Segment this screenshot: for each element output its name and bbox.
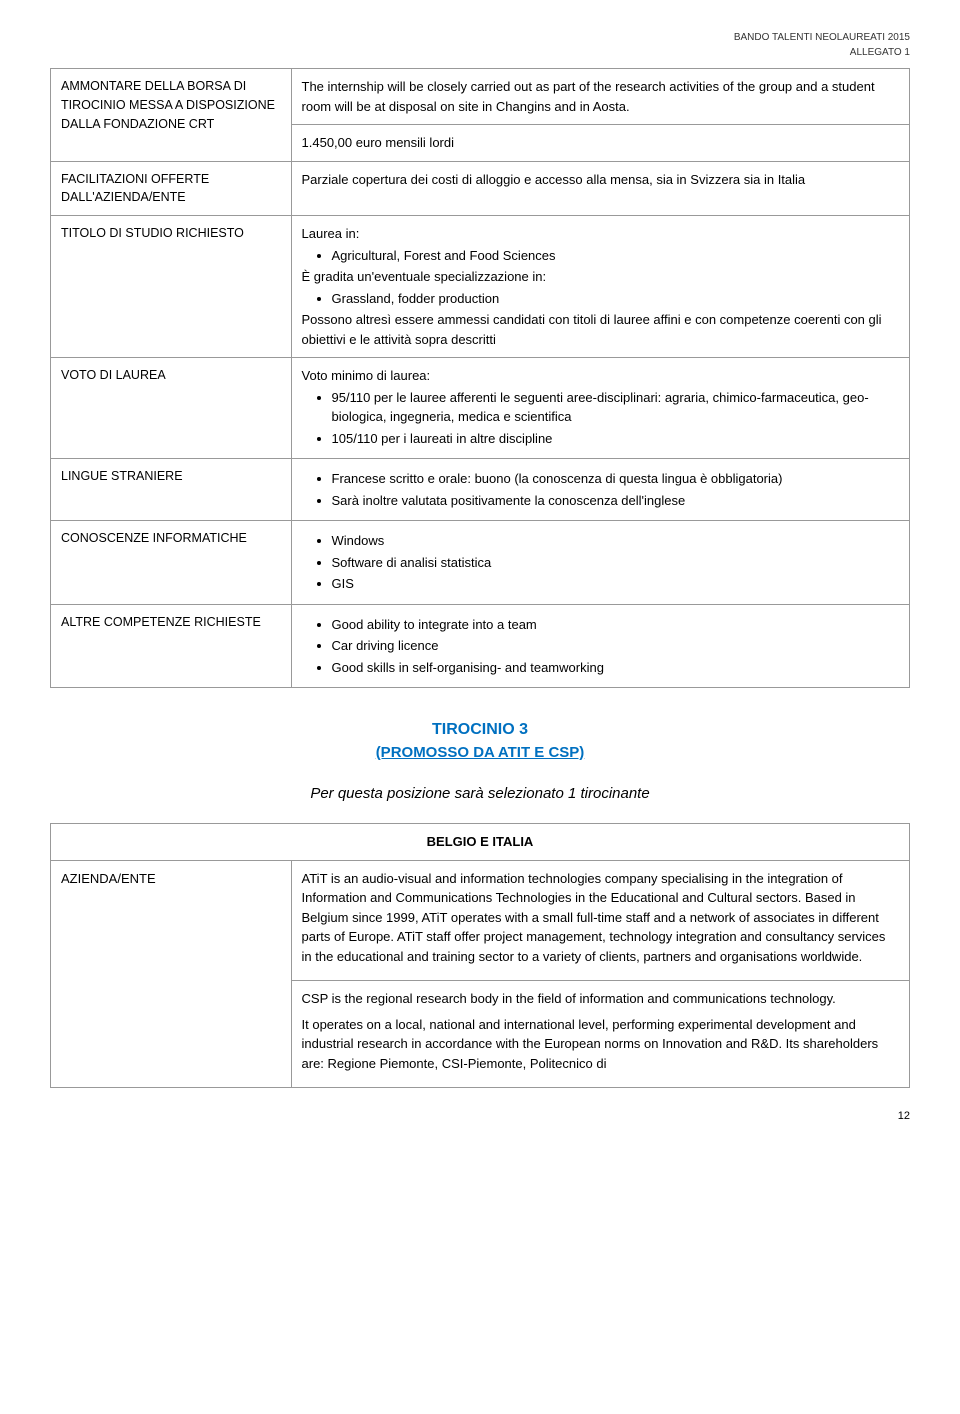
voto-item2: 105/110 per i laureati in altre discipli… — [332, 429, 899, 449]
voto-list: 95/110 per le lauree afferenti le seguen… — [302, 388, 899, 449]
tirocinio-title: TIROCINIO 3 — [50, 718, 910, 742]
cell-altre-label: ALTRE COMPETENZE RICHIESTE — [51, 604, 292, 688]
conoscenze-item2: Software di analisi statistica — [332, 553, 899, 573]
cell-internship-desc: The internship will be closely carried o… — [291, 69, 909, 125]
cell-lingue-content: Francese scritto e orale: buono (la cono… — [291, 459, 909, 521]
lingue-item1: Francese scritto e orale: buono (la cono… — [332, 469, 899, 489]
laurea-list2: Grassland, fodder production — [302, 289, 899, 309]
cell-voto-label: VOTO DI LAUREA — [51, 358, 292, 459]
ammontare-value: 1.450,00 euro mensili lordi — [302, 133, 899, 153]
conoscenze-item3: GIS — [332, 574, 899, 594]
altre-item1: Good ability to integrate into a team — [332, 615, 899, 635]
altre-label: ALTRE COMPETENZE RICHIESTE — [61, 613, 281, 632]
lingue-label: LINGUE STRANIERE — [61, 467, 281, 486]
cell-conoscenze-label: CONOSCENZE INFORMATICHE — [51, 521, 292, 605]
cell-ammontare-content: 1.450,00 euro mensili lordi — [291, 125, 909, 162]
lingue-item2: Sarà inoltre valutata positivamente la c… — [332, 491, 899, 511]
laurea-list1: Agricultural, Forest and Food Sciences — [302, 246, 899, 266]
cell-lingue-label: LINGUE STRANIERE — [51, 459, 292, 521]
ammontare-label: AMMONTARE DELLA BORSA DI TIROCINIO MESSA… — [61, 77, 281, 133]
conoscenze-label: CONOSCENZE INFORMATICHE — [61, 529, 281, 548]
header-line1: BANDO TALENTI NEOLAUREATI 2015 — [50, 30, 910, 45]
requirements-table: AMMONTARE DELLA BORSA DI TIROCINIO MESSA… — [50, 68, 910, 688]
header-line2: ALLEGATO 1 — [50, 45, 910, 60]
facilitazioni-value: Parziale copertura dei costi di alloggio… — [302, 170, 899, 190]
altre-list: Good ability to integrate into a team Ca… — [302, 615, 899, 678]
laurea-in: Laurea in: — [302, 224, 899, 244]
tirocinio-subtitle: (PROMOSSO DA ATIT E CSP) — [50, 742, 910, 765]
cell-azienda-label: AZIENDA/ENTE — [51, 860, 292, 1088]
positions-text: Per questa posizione sarà selezionato 1 … — [50, 783, 910, 806]
company-table: BELGIO E ITALIA AZIENDA/ENTE ATiT is an … — [50, 823, 910, 1088]
page-number: 12 — [50, 1108, 910, 1125]
cell-titolo-label: TITOLO DI STUDIO RICHIESTO — [51, 216, 292, 358]
laurea-item1: Agricultural, Forest and Food Sciences — [332, 246, 899, 266]
facilitazioni-label: FACILITAZIONI OFFERTE DALL'AZIENDA/ENTE — [61, 170, 281, 208]
cell-altre-content: Good ability to integrate into a team Ca… — [291, 604, 909, 688]
cell-ammontare-label: AMMONTARE DELLA BORSA DI TIROCINIO MESSA… — [51, 69, 292, 162]
titolo-label: TITOLO DI STUDIO RICHIESTO — [61, 224, 281, 243]
cell-voto-content: Voto minimo di laurea: 95/110 per le lau… — [291, 358, 909, 459]
lingue-list: Francese scritto e orale: buono (la cono… — [302, 469, 899, 510]
laurea-item2: Grassland, fodder production — [332, 289, 899, 309]
voto-min: Voto minimo di laurea: — [302, 366, 899, 386]
conoscenze-item1: Windows — [332, 531, 899, 551]
altre-item3: Good skills in self-organising- and team… — [332, 658, 899, 678]
azienda-p1: ATiT is an audio-visual and information … — [302, 869, 899, 967]
cell-titolo-content: Laurea in: Agricultural, Forest and Food… — [291, 216, 909, 358]
country-header: BELGIO E ITALIA — [51, 824, 910, 861]
conoscenze-list: Windows Software di analisi statistica G… — [302, 531, 899, 594]
cell-azienda-p23: CSP is the regional research body in the… — [291, 981, 909, 1088]
doc-header: BANDO TALENTI NEOLAUREATI 2015 ALLEGATO … — [50, 30, 910, 60]
gradita: È gradita un'eventuale specializzazione … — [302, 267, 899, 287]
cell-conoscenze-content: Windows Software di analisi statistica G… — [291, 521, 909, 605]
azienda-label: AZIENDA/ENTE — [61, 869, 281, 889]
azienda-p2: CSP is the regional research body in the… — [302, 989, 899, 1009]
voto-item1: 95/110 per le lauree afferenti le seguen… — [332, 388, 899, 427]
possono: Possono altresì essere ammessi candidati… — [302, 310, 899, 349]
voto-label: VOTO DI LAUREA — [61, 366, 281, 385]
cell-azienda-p1: ATiT is an audio-visual and information … — [291, 860, 909, 981]
azienda-p3: It operates on a local, national and int… — [302, 1015, 899, 1074]
altre-item2: Car driving licence — [332, 636, 899, 656]
cell-facilitazioni-label: FACILITAZIONI OFFERTE DALL'AZIENDA/ENTE — [51, 161, 292, 216]
internship-desc: The internship will be closely carried o… — [302, 77, 899, 116]
cell-facilitazioni-content: Parziale copertura dei costi di alloggio… — [291, 161, 909, 216]
